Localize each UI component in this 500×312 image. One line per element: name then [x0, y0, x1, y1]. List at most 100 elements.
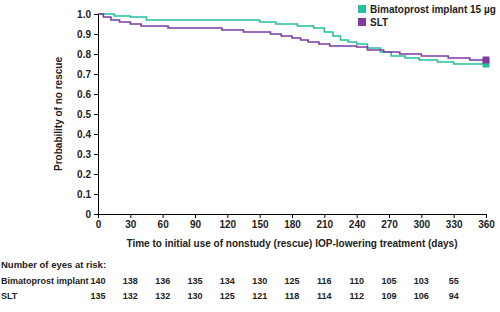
y-tick: 0.9	[77, 29, 98, 40]
y-tick-label: 0.1	[77, 189, 91, 200]
y-tick-mark	[94, 74, 98, 75]
x-tick-mark	[357, 214, 358, 218]
y-tick-mark	[94, 174, 98, 175]
at-risk-value: 110	[349, 276, 364, 286]
x-tick-label: 180	[284, 219, 301, 230]
x-tick-label: 30	[125, 219, 137, 230]
at-risk-value: 106	[414, 291, 429, 301]
x-tick-label: 270	[381, 219, 398, 230]
y-tick-mark	[94, 54, 98, 55]
at-risk-value: 121	[252, 291, 267, 301]
x-tick-label: 210	[316, 219, 333, 230]
y-tick-mark	[94, 214, 98, 215]
y-tick-label: 0.2	[77, 169, 91, 180]
x-tick-mark	[163, 214, 164, 218]
at-risk-value: 135	[187, 276, 202, 286]
at-risk-value: 105	[381, 276, 396, 286]
at-risk-value: 132	[155, 291, 170, 301]
at-risk-value: 134	[220, 276, 235, 286]
x-tick-mark	[486, 214, 487, 218]
x-tick-mark	[292, 214, 293, 218]
x-tick-mark	[324, 214, 325, 218]
x-tick-mark	[227, 214, 228, 218]
x-tick: 90	[190, 214, 202, 230]
plot-area	[98, 14, 490, 68]
y-tick-mark	[94, 194, 98, 195]
y-tick-label: 0.8	[77, 49, 91, 60]
x-tick-mark	[389, 214, 390, 218]
km-curve	[98, 14, 486, 60]
y-tick-label: 0	[85, 209, 91, 220]
legend-swatch	[358, 5, 366, 13]
x-tick-label: 90	[190, 219, 202, 230]
at-risk-value: 138	[123, 276, 138, 286]
at-risk-value: 125	[284, 276, 299, 286]
y-tick: 0.7	[77, 69, 98, 80]
at-risk-value: 130	[187, 291, 202, 301]
at-risk-value: 109	[381, 291, 396, 301]
at-risk-value: 112	[349, 291, 364, 301]
x-tick: 60	[158, 214, 170, 230]
at-risk-table: Number of eyes at risk: Bimatoprost impla…	[1, 259, 459, 301]
x-tick-mark	[195, 214, 196, 218]
y-tick: 0.8	[77, 49, 98, 60]
x-tick: 360	[478, 214, 495, 230]
y-axis: 0 0.1 0.2 0.3 0.4 0.5 0.6 0.7 0.8 0.9 1.0	[77, 9, 98, 220]
at-risk-value: 118	[285, 291, 300, 301]
x-tick: 300	[413, 214, 430, 230]
x-tick-label: 60	[158, 219, 170, 230]
at-risk-value: 103	[414, 276, 429, 286]
x-tick-mark	[421, 214, 422, 218]
x-tick: 150	[252, 214, 269, 230]
y-tick-mark	[94, 94, 98, 95]
at-risk-value: 135	[90, 291, 105, 301]
y-tick-mark	[94, 114, 98, 115]
legend-swatch	[358, 18, 366, 26]
x-axis-title: Time to initial use of nonstudy (rescue)…	[127, 238, 458, 249]
y-tick-label: 1.0	[77, 9, 91, 20]
y-tick-mark	[94, 154, 98, 155]
legend-label: SLT	[370, 17, 388, 28]
at-risk-value: 125	[220, 291, 235, 301]
end-marker	[483, 57, 490, 64]
x-tick-label: 120	[219, 219, 236, 230]
at-risk-value: 94	[449, 291, 459, 301]
at-risk-row-label: Bimatoprost implant	[1, 276, 89, 286]
y-tick: 0	[85, 209, 98, 220]
x-axis-line	[99, 215, 487, 219]
x-tick-mark	[130, 214, 131, 218]
at-risk-row-label: SLT	[1, 291, 18, 301]
x-tick-mark	[98, 214, 99, 218]
y-tick-label: 0.9	[77, 29, 91, 40]
x-tick: 30	[125, 214, 137, 230]
legend: Bimatoprost implant 15 µg SLT	[358, 4, 496, 28]
x-tick: 210	[316, 214, 333, 230]
y-tick: 0.1	[77, 189, 98, 200]
y-tick: 0.2	[77, 169, 98, 180]
chart: 0 0.1 0.2 0.3 0.4 0.5 0.6 0.7 0.8 0.9 1.0 0 30 60 90 12…	[0, 0, 500, 312]
y-tick: 0.3	[77, 149, 98, 160]
y-tick: 0.6	[77, 89, 98, 100]
at-risk-title: Number of eyes at risk:	[1, 259, 106, 270]
x-tick: 0	[96, 214, 102, 230]
x-tick-label: 360	[478, 219, 495, 230]
x-tick: 240	[349, 214, 366, 230]
at-risk-value: 130	[252, 276, 267, 286]
y-axis-title: Probability of no rescue	[53, 57, 64, 171]
legend-label: Bimatoprost implant 15 µg	[370, 4, 496, 15]
x-tick: 270	[381, 214, 398, 230]
y-axis-line	[94, 15, 99, 215]
x-tick-mark	[260, 214, 261, 218]
at-risk-value: 140	[90, 276, 105, 286]
y-tick-label: 0.3	[77, 149, 91, 160]
y-tick: 1.0	[77, 9, 98, 20]
y-tick-mark	[94, 14, 98, 15]
at-risk-value: 116	[317, 276, 332, 286]
km-curve	[98, 14, 486, 64]
x-tick-label: 240	[349, 219, 366, 230]
x-tick-label: 0	[96, 219, 102, 230]
y-tick-label: 0.4	[77, 129, 91, 140]
y-tick: 0.5	[77, 109, 98, 120]
x-tick: 180	[284, 214, 301, 230]
y-tick-mark	[94, 134, 98, 135]
